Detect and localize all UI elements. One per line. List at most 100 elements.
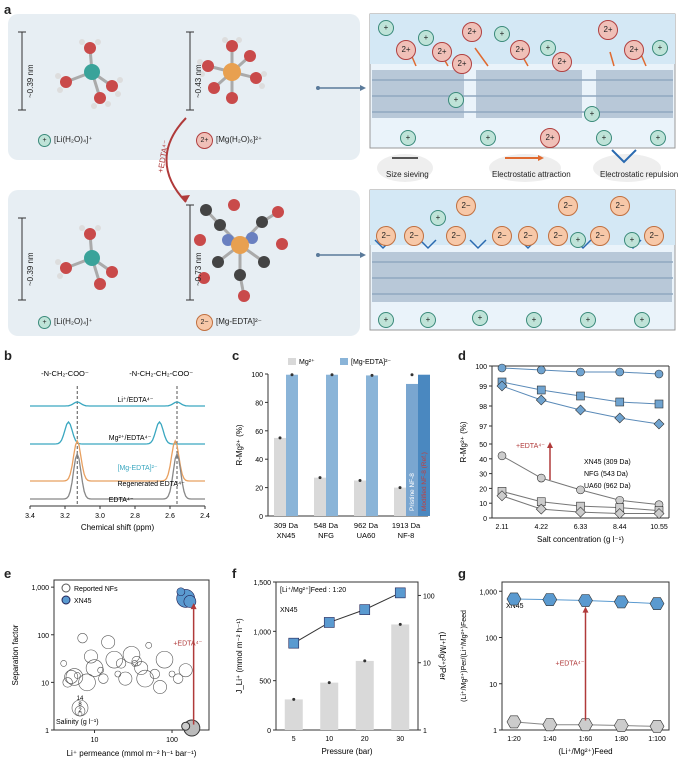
li-ion: +	[494, 26, 510, 42]
data-point	[654, 399, 664, 409]
annotation: [Mg-EDTA]²⁻	[118, 465, 158, 472]
x-tick-label: 20	[361, 736, 369, 743]
bar	[274, 437, 286, 516]
salinity-value: 8	[78, 702, 82, 708]
x-axis-label: Salt concentration (g l⁻¹)	[537, 535, 624, 544]
li-ion: +	[580, 312, 596, 328]
y-tick-label: 100	[475, 364, 487, 371]
y-axis-label: (Li⁺/Mg²⁺)Per/(Li⁺/Mg²⁺)Feed	[460, 610, 468, 702]
li-ion: +	[652, 40, 668, 56]
data-point	[155, 650, 174, 669]
series-label: Regenerated EDTA⁴⁻	[118, 481, 186, 488]
y-axis-label: Separation factor	[11, 624, 20, 685]
data-point	[649, 720, 665, 733]
li-ion: +	[448, 92, 464, 108]
data-point	[363, 659, 367, 663]
panel-label-a: a	[4, 2, 12, 17]
x-tick-label: 10.55	[650, 524, 668, 531]
x-axis-label: Chemical shift (ppm)	[81, 523, 155, 532]
mg-ion-legend: 2+	[196, 132, 213, 149]
x-tick-label: 3.0	[95, 513, 105, 520]
mg-edta-complex	[194, 199, 288, 302]
data-point	[398, 486, 402, 490]
data-point	[65, 668, 84, 686]
salinity-marker	[77, 711, 83, 717]
category-label: 309 Da	[274, 521, 299, 530]
li-complex-bottom	[55, 225, 118, 290]
bar	[355, 660, 374, 730]
category-label: 1913 Da	[392, 521, 421, 530]
x-tick-label: 8.44	[613, 524, 627, 531]
spectrum-line	[30, 401, 205, 407]
y-tick-label: 100	[37, 633, 49, 640]
y-tick-label: 1	[45, 728, 49, 735]
data-point	[506, 715, 522, 729]
y-tick-label: 10	[479, 501, 487, 508]
x-tick-label: 1:80	[614, 736, 628, 743]
data-point	[653, 508, 665, 519]
data-point	[290, 373, 294, 377]
category-label: NFG	[318, 531, 334, 540]
mg-edta-ion: 2−	[456, 196, 476, 216]
data-point	[149, 668, 160, 680]
data-point	[173, 673, 184, 684]
data-point	[578, 718, 593, 732]
data-point	[615, 367, 625, 377]
li-ion: +	[634, 312, 650, 328]
li-ion: +	[624, 232, 640, 248]
series-line	[293, 592, 401, 644]
li-ion: +	[480, 130, 496, 146]
data-point	[615, 495, 625, 505]
li-ion: +	[400, 130, 416, 146]
data-point	[536, 385, 546, 395]
panel-label-c: c	[232, 348, 240, 363]
data-point	[358, 479, 362, 482]
y2-tick-label: 100	[423, 593, 435, 600]
bar	[394, 487, 406, 516]
y2-tick-label: 1	[423, 728, 427, 735]
rejection-bar-chart: 0 20 40 60 80 100 R-Mg²⁺ (%) Mg²⁺ [Mg-EDTA]²⁻ 309…	[235, 358, 430, 540]
data-point	[576, 391, 585, 401]
panel-label-b: b	[4, 348, 12, 363]
li-ion: +	[430, 210, 446, 226]
annotation-arrowhead	[547, 442, 553, 448]
panel-a-graphic	[18, 13, 676, 331]
li-ion-legend: +	[38, 134, 51, 147]
data-point	[536, 365, 546, 375]
series-label: Li⁺/EDTA⁴⁻	[118, 396, 154, 404]
data-point	[183, 595, 197, 608]
x-tick-label: 6.33	[574, 524, 588, 531]
y-tick-label: 0	[267, 728, 271, 735]
li-ion: +	[650, 130, 666, 146]
peak-label: -N-CH₂-CH₂-COO⁻	[129, 369, 193, 378]
y-tick-label: 500	[259, 679, 271, 686]
bar	[354, 480, 366, 516]
y-tick-label: 1	[493, 728, 497, 735]
x-tick-label: 30	[396, 736, 404, 743]
y-axis-label: J_Li⁺ (mmol m⁻² h⁻¹)	[235, 618, 244, 694]
mg-edta-ion: 2−	[644, 226, 664, 246]
legend-swatch	[288, 358, 296, 365]
chart-title: [Li⁺/Mg²⁺]Feed : 1:20	[280, 586, 346, 594]
chart-subtitle: XN45	[280, 607, 298, 614]
data-point	[62, 677, 73, 688]
spectrum-line	[30, 439, 205, 482]
data-point	[542, 593, 558, 607]
data-point	[114, 670, 122, 678]
mg-edta-ion: 2−	[446, 226, 466, 246]
li-ion: +	[584, 106, 600, 122]
data-point	[178, 663, 193, 678]
distance-label: ~0.39 nm	[26, 252, 35, 286]
annotation: +EDTA⁴⁻	[516, 443, 545, 450]
data-point	[497, 451, 507, 461]
panel-label-d: d	[458, 348, 466, 363]
x-tick-label: 1:20	[507, 736, 521, 743]
data-point	[318, 476, 322, 480]
mg-ion: 2+	[396, 40, 416, 60]
data-point	[575, 404, 586, 416]
data-point	[497, 363, 507, 373]
data-point	[176, 587, 186, 597]
x-tick-label: 10	[91, 737, 99, 744]
mg-ion: 2+	[432, 42, 452, 62]
annotation-arrowhead	[190, 603, 197, 610]
